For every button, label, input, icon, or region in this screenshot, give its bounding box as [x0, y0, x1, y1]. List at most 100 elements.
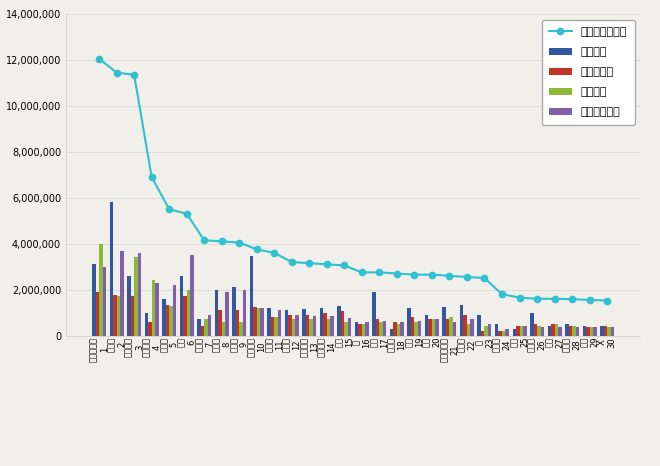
- 브랜드평판지수: [358, 269, 366, 275]
- 브랜드평판지수: [113, 70, 121, 75]
- Bar: [355, 322, 358, 336]
- Bar: [243, 289, 246, 336]
- Bar: [323, 313, 327, 336]
- 브랜드평판지수: [200, 237, 208, 243]
- Bar: [208, 315, 211, 336]
- Bar: [506, 329, 509, 336]
- Bar: [218, 310, 222, 336]
- Bar: [131, 296, 134, 336]
- Bar: [460, 304, 463, 336]
- 브랜드평판지수: [218, 239, 226, 244]
- Bar: [330, 316, 334, 336]
- Bar: [471, 320, 474, 336]
- 브랜드평판지수: [130, 72, 138, 78]
- Bar: [337, 306, 341, 336]
- Bar: [113, 295, 117, 336]
- Bar: [341, 311, 345, 336]
- Bar: [197, 320, 201, 336]
- Bar: [152, 281, 155, 336]
- Bar: [183, 296, 187, 336]
- Bar: [425, 315, 428, 336]
- Bar: [418, 321, 422, 336]
- 브랜드평판지수: [411, 272, 418, 277]
- Bar: [551, 324, 554, 336]
- 브랜드평판지수: [235, 240, 243, 245]
- 브랜드평판지수: [585, 297, 593, 303]
- Bar: [541, 328, 544, 336]
- Bar: [513, 329, 516, 336]
- Bar: [436, 320, 439, 336]
- 브랜드평판지수: [183, 211, 191, 217]
- Bar: [397, 324, 401, 336]
- Bar: [253, 307, 257, 336]
- Bar: [120, 251, 123, 336]
- Bar: [99, 244, 102, 336]
- Bar: [187, 289, 190, 336]
- Bar: [604, 326, 607, 336]
- 브랜드평판지수: [480, 275, 488, 281]
- Bar: [232, 287, 236, 336]
- Bar: [145, 313, 148, 336]
- Bar: [516, 326, 519, 336]
- 브랜드평판지수: [288, 259, 296, 265]
- Bar: [600, 326, 604, 336]
- Bar: [589, 328, 593, 336]
- Bar: [583, 326, 586, 336]
- Legend: 브랜드평판지수, 참여지수, 미디어지수, 소동지수, 커뮤니티지수: 브랜드평판지수, 참여지수, 미디어지수, 소동지수, 커뮤니티지수: [542, 20, 635, 125]
- Bar: [278, 310, 281, 336]
- Bar: [201, 326, 204, 336]
- 브랜드평판지수: [323, 261, 331, 267]
- Bar: [284, 310, 288, 336]
- Bar: [288, 315, 292, 336]
- Bar: [127, 276, 131, 336]
- Bar: [449, 317, 453, 336]
- Bar: [568, 326, 572, 336]
- 브랜드평판지수: [95, 56, 103, 62]
- Bar: [554, 324, 558, 336]
- Bar: [607, 328, 610, 336]
- Bar: [295, 315, 299, 336]
- Bar: [442, 307, 446, 336]
- Bar: [271, 317, 275, 336]
- Line: 브랜드평판지수: 브랜드평판지수: [96, 55, 610, 304]
- 브랜드평판지수: [165, 206, 173, 212]
- Bar: [96, 292, 99, 336]
- Bar: [481, 331, 484, 336]
- Bar: [225, 292, 229, 336]
- Bar: [110, 202, 113, 336]
- Bar: [166, 304, 169, 336]
- Bar: [533, 324, 537, 336]
- Bar: [310, 320, 313, 336]
- Bar: [117, 296, 120, 336]
- 브랜드평판지수: [568, 296, 576, 302]
- Bar: [484, 326, 488, 336]
- Bar: [453, 322, 457, 336]
- Bar: [519, 326, 523, 336]
- 브랜드평판지수: [515, 295, 523, 301]
- Bar: [148, 322, 152, 336]
- 브랜드평판지수: [498, 291, 506, 297]
- Bar: [379, 322, 383, 336]
- Bar: [376, 320, 380, 336]
- Bar: [586, 328, 589, 336]
- Bar: [138, 253, 141, 336]
- Bar: [576, 328, 579, 336]
- 브랜드평판지수: [550, 296, 558, 302]
- Bar: [345, 322, 348, 336]
- Bar: [467, 324, 471, 336]
- 브랜드평판지수: [533, 296, 541, 302]
- Bar: [292, 320, 295, 336]
- Bar: [92, 264, 96, 336]
- Bar: [173, 285, 176, 336]
- Bar: [155, 283, 158, 336]
- Bar: [260, 308, 264, 336]
- Bar: [383, 321, 386, 336]
- Bar: [236, 310, 239, 336]
- Bar: [239, 322, 243, 336]
- Bar: [249, 256, 253, 336]
- Bar: [257, 308, 260, 336]
- Bar: [502, 331, 506, 336]
- Bar: [214, 289, 218, 336]
- Bar: [162, 299, 166, 336]
- Bar: [537, 326, 541, 336]
